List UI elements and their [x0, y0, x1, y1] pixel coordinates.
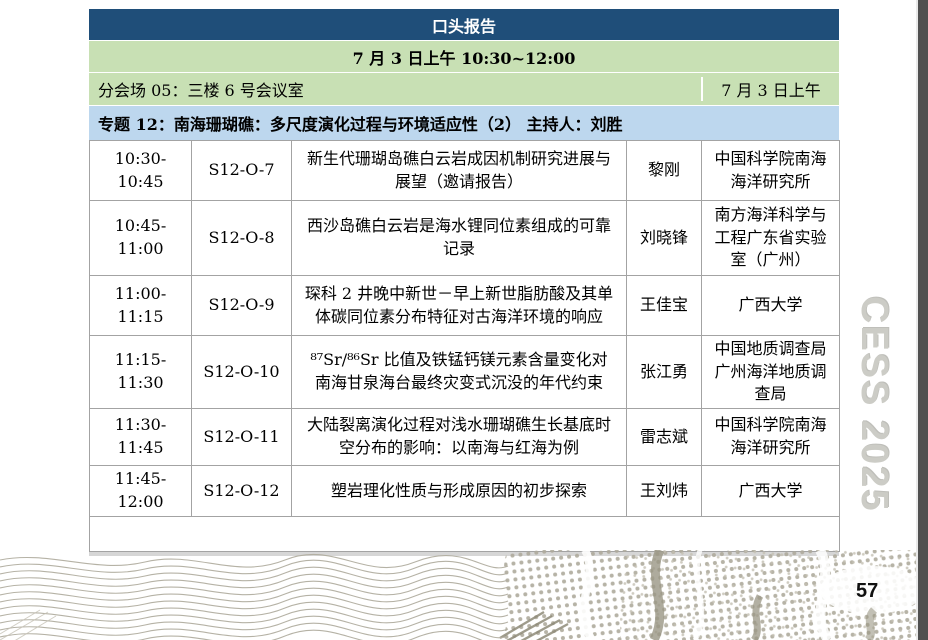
affiliation-cell: 广西大学: [701, 465, 840, 517]
topic-header: 专题 12：南海珊瑚礁：多尺度演化过程与环境适应性（2） 主持人：刘胜: [89, 106, 839, 140]
session-datetime-header: 7 月 3 日上午 10:30~12:00: [89, 41, 839, 72]
code-cell: S12-O-12: [191, 465, 292, 517]
empty-cell: [89, 515, 840, 552]
title-cell: 琛科 2 井晚中新世－早上新世脂肪酸及其单体碳同位素分布特征对古海洋环境的响应: [291, 275, 627, 336]
title-cell: ⁸⁷Sr/⁸⁶Sr 比值及铁锰钙镁元素含量变化对南海甘泉海台最终灾变式沉没的年代…: [291, 334, 627, 410]
time-cell: 11:15-11:30: [89, 334, 192, 410]
presenter-cell: 刘晓锋: [626, 200, 702, 276]
affiliation-cell: 中国科学院南海海洋研究所: [701, 408, 840, 467]
table-row-empty: [89, 515, 840, 552]
affiliation-cell: 南方海洋科学与工程广东省实验室（广州）: [701, 200, 840, 276]
session-datetime-label: 7 月 3 日上午 10:30~12:00: [352, 48, 576, 68]
venue-time-label: 7 月 3 日上午: [701, 77, 839, 101]
title-cell: 大陆裂离演化过程对浅水珊瑚礁生长基底时空分布的影响：以南海与红海为例: [291, 408, 627, 467]
title-cell: 新生代珊瑚岛礁白云岩成因机制研究进展与展望（邀请报告）: [291, 140, 627, 201]
page-number: 57: [856, 580, 879, 602]
wave-decoration: [0, 550, 916, 640]
time-cell: 10:45-11:00: [89, 200, 192, 276]
table-row: 10:30-10:45 S12-O-7 新生代珊瑚岛礁白云岩成因机制研究进展与展…: [89, 140, 840, 201]
code-cell: S12-O-7: [191, 140, 292, 201]
affiliation-cell: 中国科学院南海海洋研究所: [701, 140, 840, 201]
table-row: 11:15-11:30 S12-O-10 ⁸⁷Sr/⁸⁶Sr 比值及铁锰钙镁元素…: [89, 334, 840, 410]
table-row: 10:45-11:00 S12-O-8 西沙岛礁白云岩是海水锂同位素组成的可靠记…: [89, 200, 840, 276]
time-cell: 11:00-11:15: [89, 275, 192, 336]
venue-label: 分会场 05：三楼 6 号会议室: [98, 81, 304, 100]
time-cell: 11:45-12:00: [89, 465, 192, 517]
table-bottom-shadow: [89, 551, 839, 556]
page-edge: [916, 0, 928, 640]
watermark-cess2025: CESS 2025: [853, 296, 895, 513]
presenter-cell: 雷志斌: [626, 408, 702, 467]
time-cell: 10:30-10:45: [89, 140, 192, 201]
table-row: 11:00-11:15 S12-O-9 琛科 2 井晚中新世－早上新世脂肪酸及其…: [89, 275, 840, 336]
presenter-cell: 黎刚: [626, 140, 702, 201]
venue-row: 分会场 05：三楼 6 号会议室 7 月 3 日上午: [89, 73, 839, 105]
table-row: 11:30-11:45 S12-O-11 大陆裂离演化过程对浅水珊瑚礁生长基底时…: [89, 408, 840, 467]
time-cell: 11:30-11:45: [89, 408, 192, 467]
code-cell: S12-O-9: [191, 275, 292, 336]
title-cell: 塑岩理化性质与形成原因的初步探索: [291, 465, 627, 517]
session-type-header: 口头报告: [89, 9, 839, 40]
schedule-table: 10:30-10:45 S12-O-7 新生代珊瑚岛礁白云岩成因机制研究进展与展…: [89, 140, 840, 552]
affiliation-cell: 中国地质调查局广州海洋地质调查局: [701, 334, 840, 410]
table-row: 11:45-12:00 S12-O-12 塑岩理化性质与形成原因的初步探索 王刘…: [89, 465, 840, 517]
topic-label: 专题 12：南海珊瑚礁：多尺度演化过程与环境适应性（2） 主持人：刘胜: [98, 115, 623, 134]
presenter-cell: 张江勇: [626, 334, 702, 410]
affiliation-cell: 广西大学: [701, 275, 840, 336]
code-cell: S12-O-10: [191, 334, 292, 410]
presenter-cell: 王佳宝: [626, 275, 702, 336]
session-type-label: 口头报告: [431, 16, 496, 36]
presenter-cell: 王刘炜: [626, 465, 702, 517]
code-cell: S12-O-8: [191, 200, 292, 276]
program-table: 口头报告 7 月 3 日上午 10:30~12:00 分会场 05：三楼 6 号…: [89, 9, 840, 556]
code-cell: S12-O-11: [191, 408, 292, 467]
title-cell: 西沙岛礁白云岩是海水锂同位素组成的可靠记录: [291, 200, 627, 276]
